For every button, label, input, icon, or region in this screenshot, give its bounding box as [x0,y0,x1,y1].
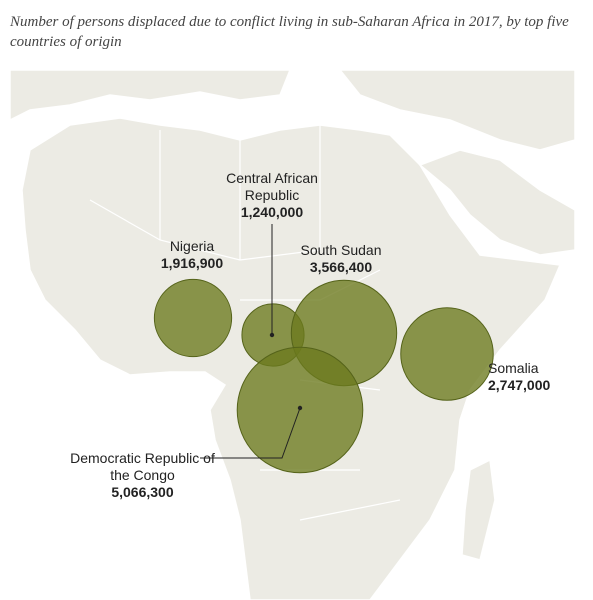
leader-dot [269,332,275,338]
bubble [400,307,494,401]
value-label: 3,566,400 [309,259,373,275]
value-label: 1,916,900 [160,255,224,271]
bubble-label: Central African Republic 1,240,000 [207,170,337,221]
value-label: 5,066,300 [111,484,174,500]
country-name: Somalia [488,360,539,376]
country-name: Central African Republic [226,170,318,203]
leader-line [200,407,301,459]
country-name: Nigeria [169,238,215,254]
country-name: South Sudan [300,242,382,258]
bubble-label: Somalia 2,747,000 [488,360,568,394]
bubble [153,278,233,358]
leader-dot [297,405,303,411]
country-name: Democratic Republic of the Congo [70,450,215,483]
subtitle: Number of persons displaced due to confl… [10,14,569,50]
value-label: 1,240,000 [240,204,304,220]
value-label: 2,747,000 [488,377,551,393]
bubble-label: Democratic Republic of the Congo 5,066,30… [60,450,225,501]
bubble-label: South Sudan 3,566,400 [281,242,401,276]
bubble-label: Nigeria 1,916,900 [132,238,252,272]
